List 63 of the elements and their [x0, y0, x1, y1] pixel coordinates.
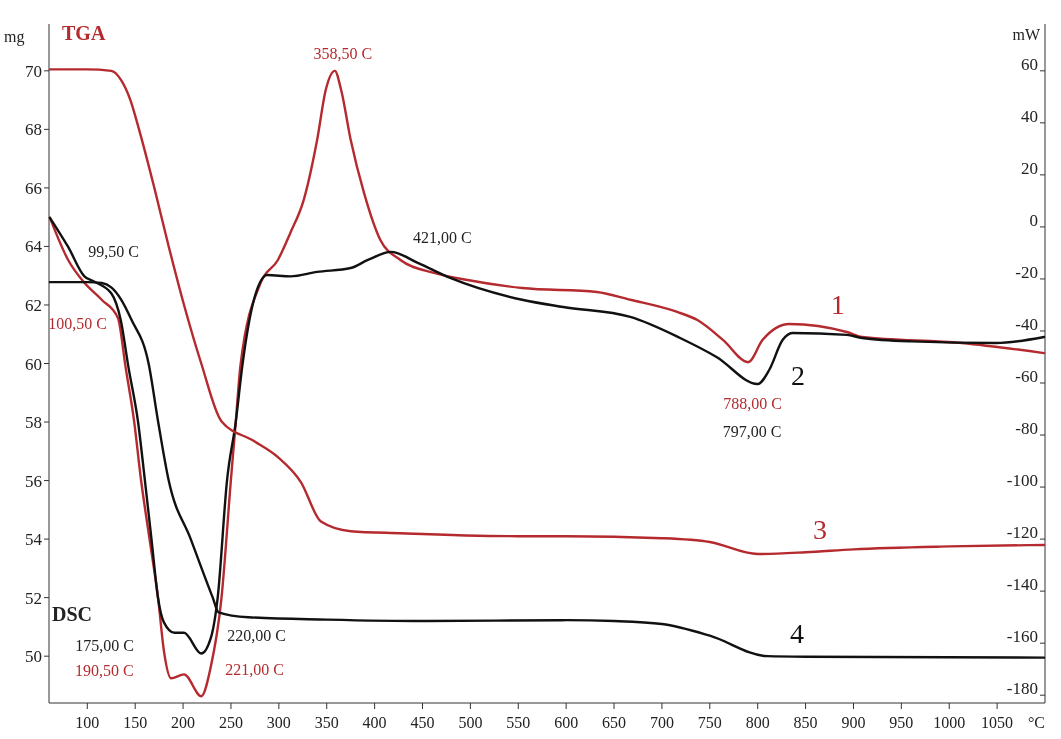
x-tick-label: 250 [218, 714, 243, 731]
annotation: 221,00 C [225, 661, 284, 679]
y2-tick-label: -140 [1006, 575, 1038, 595]
y2-tick-label: -60 [1015, 367, 1038, 387]
annotation: 797,00 C [722, 423, 782, 441]
annotation: 175,00 C [75, 637, 134, 655]
x-tick-label: 650 [602, 714, 627, 731]
y2-tick-label: 40 [1021, 106, 1038, 126]
x-tick-label: 600 [554, 714, 579, 731]
x-tick-label: 700 [649, 714, 674, 731]
annotation: TGA [62, 22, 106, 44]
y-tick-label: 70 [25, 61, 42, 81]
series-label: 4 [790, 617, 804, 649]
y2-tick-label: -160 [1006, 627, 1038, 647]
y2-tick-label: -120 [1006, 523, 1038, 543]
x-axis-title: °C [1027, 714, 1045, 731]
y-tick-label: 66 [25, 178, 42, 198]
y-tick-label: 54 [25, 530, 43, 550]
annotation: DSC [52, 603, 93, 625]
y2-tick-label: 20 [1021, 158, 1038, 178]
y-tick-label: 52 [25, 588, 42, 608]
y-tick-label: 56 [25, 471, 42, 491]
x-tick-label: 500 [458, 714, 483, 731]
x-tick-label: 900 [841, 714, 866, 731]
annotation: 220,00 C [227, 627, 286, 645]
annotation: 358,50 C [313, 44, 373, 62]
annotation: 788,00 C [723, 394, 782, 412]
x-tick-label: 1050 [981, 714, 1014, 731]
annotation: 99,50 C [88, 243, 139, 261]
annotation: 100,50 C [48, 314, 107, 332]
x-tick-label: 550 [506, 714, 531, 731]
x-tick-label: 800 [745, 714, 770, 731]
x-tick-label: 850 [793, 714, 818, 731]
y-tick-label: 64 [25, 237, 43, 257]
x-tick-label: 750 [697, 714, 722, 731]
x-tick-label: 1000 [933, 714, 966, 731]
y-tick-label: 60 [25, 354, 42, 374]
y-tick-label: 50 [25, 647, 42, 667]
x-tick-label: 450 [410, 714, 435, 731]
series-label: 2 [790, 360, 805, 392]
y-axis-title: mg [4, 28, 25, 46]
y-tick-label: 68 [25, 120, 42, 140]
y2-axis-title: mW [1012, 26, 1041, 43]
series-label: 3 [812, 514, 827, 546]
y-tick-label: 58 [25, 413, 42, 433]
annotation: 190,50 C [74, 662, 134, 680]
series-label: 1 [830, 289, 845, 321]
x-tick-label: 150 [123, 714, 148, 731]
y2-tick-label: -40 [1015, 314, 1038, 334]
y-tick-label: 62 [25, 295, 42, 315]
x-tick-label: 350 [314, 714, 339, 731]
x-tick-label: 100 [75, 714, 100, 731]
y2-tick-label: -100 [1006, 471, 1038, 491]
y2-tick-label: -80 [1015, 419, 1038, 439]
annotation: 421,00 C [412, 228, 472, 246]
x-tick-label: 300 [266, 714, 291, 731]
y2-tick-label: -180 [1006, 679, 1038, 699]
y2-tick-label: 0 [1029, 210, 1038, 230]
x-tick-label: 400 [362, 714, 387, 731]
x-tick-label: 950 [889, 714, 914, 731]
y2-tick-label: 60 [1021, 54, 1038, 74]
y2-tick-label: -20 [1015, 262, 1038, 282]
x-tick-label: 200 [171, 714, 196, 731]
